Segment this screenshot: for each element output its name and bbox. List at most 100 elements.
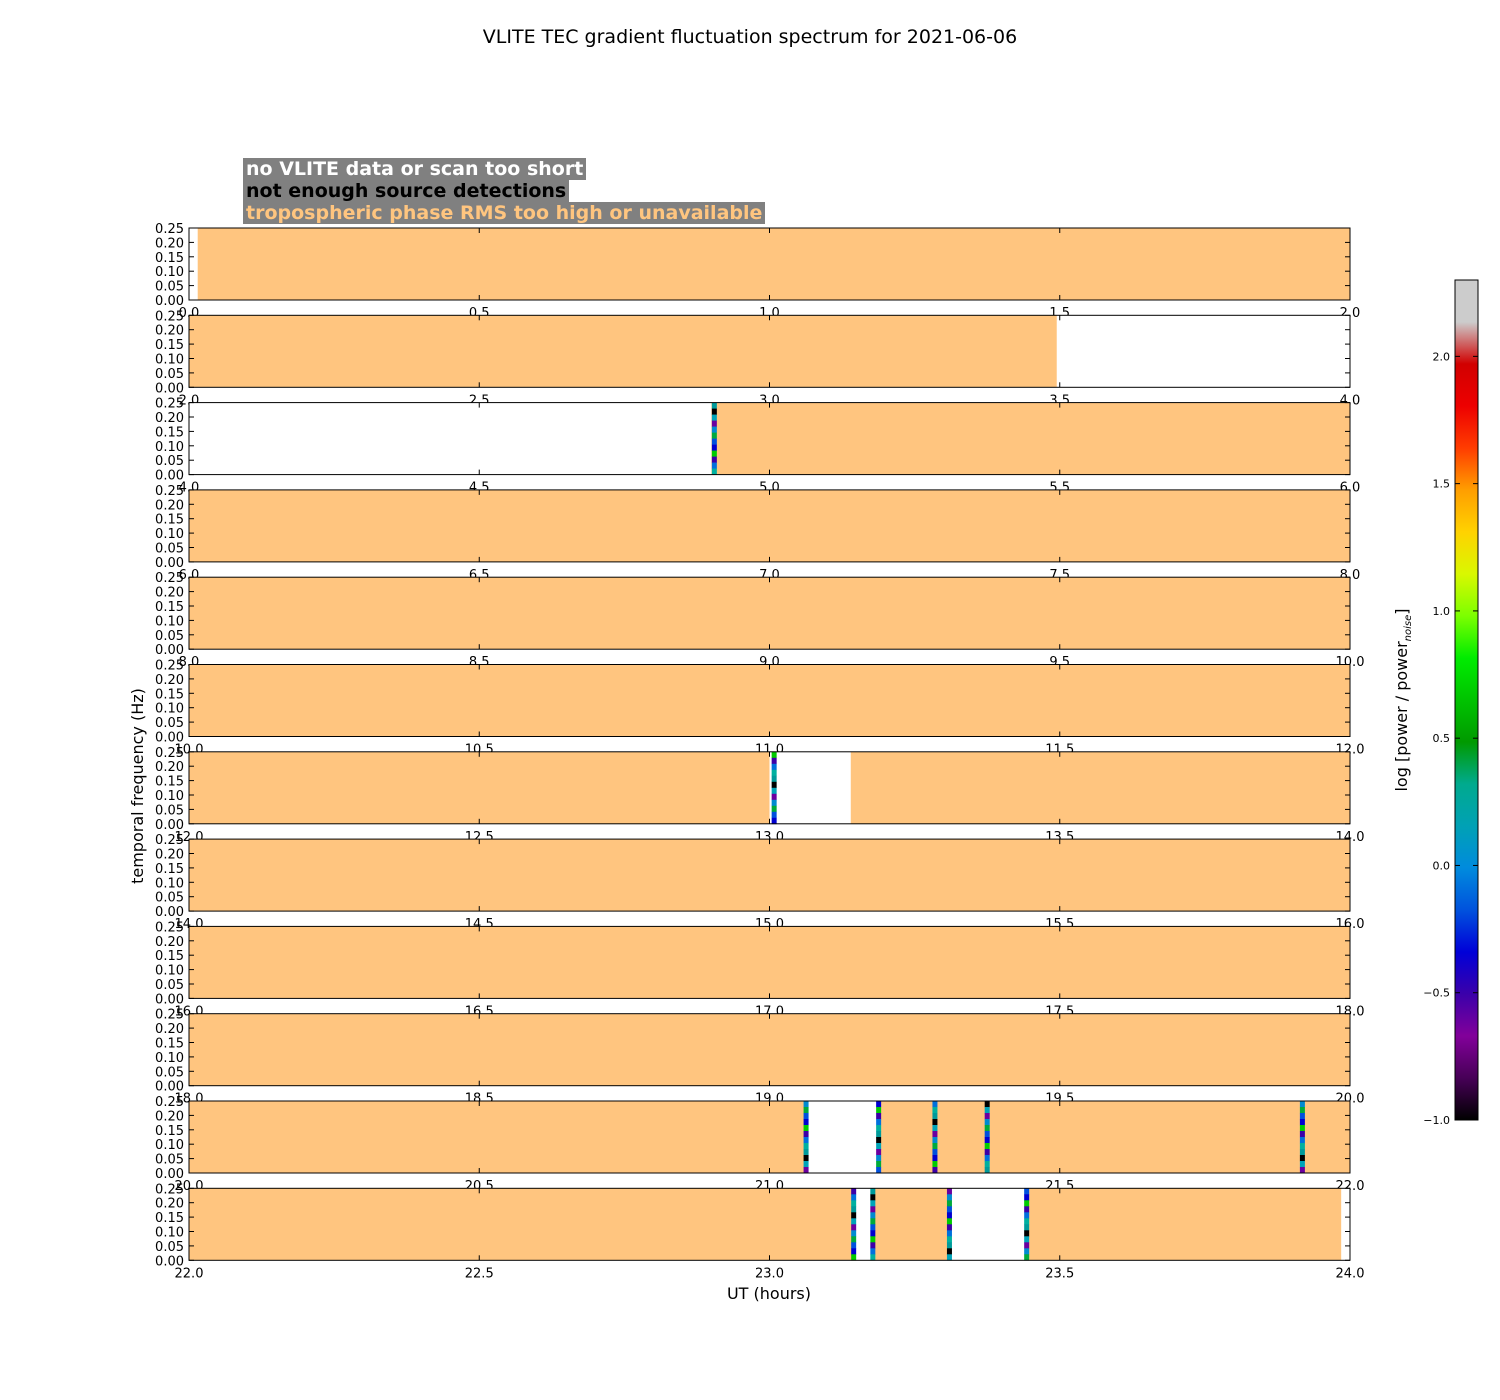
spectrum-cell: [932, 1113, 938, 1120]
y-tick-label: 0.00: [155, 643, 184, 658]
spectrum-cell: [711, 408, 717, 415]
spectrum-cell: [803, 1107, 809, 1114]
spectrum-column: [711, 402, 717, 475]
y-tick-label: 0.05: [155, 978, 184, 993]
y-tick-label: 0.00: [155, 294, 184, 309]
y-tick-label: 0.00: [155, 1080, 184, 1095]
segment-no_data: [952, 1188, 1025, 1261]
spectrum-cell: [1299, 1149, 1305, 1156]
y-tick-label: 0.05: [155, 629, 184, 644]
spectrum-cell: [946, 1236, 952, 1243]
colorbar-tick-label: 0.5: [1433, 732, 1451, 745]
spectrum-cell: [1299, 1113, 1305, 1120]
y-tick-label: 0.25: [155, 1008, 184, 1023]
spectrum-cell: [771, 775, 777, 783]
y-tick-label: 0.25: [155, 397, 184, 412]
spectrum-column: [851, 1188, 857, 1261]
spectrum-cell: [1299, 1143, 1305, 1150]
spectrum-column: [870, 1188, 876, 1261]
spectrum-cell: [851, 1218, 857, 1225]
spectrum-cell: [870, 1248, 876, 1255]
y-tick-label: 0.25: [155, 659, 184, 674]
spectrum-column: [803, 1101, 809, 1174]
segment-trop: [189, 839, 1350, 912]
spectrum-cell: [876, 1161, 882, 1168]
y-tick-label: 0.20: [155, 760, 184, 775]
spectrum-column: [946, 1188, 952, 1261]
spectrum-cell: [1024, 1242, 1030, 1249]
y-tick-label: 0.15: [155, 251, 184, 266]
spectrum-cell: [803, 1167, 809, 1174]
segment-no_data: [775, 751, 851, 824]
y-tick-label: 0.05: [155, 367, 184, 382]
spectrum-cell: [771, 817, 777, 825]
spectrum-cell: [711, 450, 717, 457]
panel-0: 0.000.050.100.150.200.250.0 0.5 1.0 1.5 2.0: [155, 222, 1360, 321]
spectrum-cell: [1024, 1188, 1030, 1195]
segment-trop: [189, 1101, 805, 1173]
spectrum-cell: [870, 1188, 876, 1195]
y-tick-label: 0.10: [155, 1226, 184, 1241]
spectrum-cell: [876, 1119, 882, 1126]
spectrum-cell: [1299, 1125, 1305, 1132]
spectrum-cell: [711, 402, 717, 409]
spectrum-cell: [870, 1224, 876, 1231]
spectrum-cell: [803, 1131, 809, 1138]
spectrum-cell: [803, 1101, 809, 1108]
y-tick-label: 0.25: [155, 920, 184, 935]
segment-no_data: [1341, 1188, 1350, 1261]
spectrum-cell: [711, 426, 717, 433]
y-tick-label: 0.05: [155, 716, 184, 731]
colorbar-tick-label: 1.0: [1433, 605, 1451, 618]
spectrum-cell: [771, 763, 777, 771]
colorbar-label-end: ]: [1392, 608, 1411, 614]
y-tick-label: 0.05: [155, 891, 184, 906]
spectrum-cell: [803, 1119, 809, 1126]
y-tick-label: 0.00: [155, 731, 184, 746]
spectrum-cell: [932, 1143, 938, 1150]
spectrum-cell: [851, 1200, 857, 1207]
spectrum-cell: [984, 1101, 990, 1108]
spectrum-cell: [932, 1161, 938, 1168]
spectrum-cell: [984, 1155, 990, 1162]
x-tick-label: 22.5: [465, 1266, 494, 1281]
colorbar-tick-label: 0.0: [1433, 859, 1451, 872]
spectrum-cell: [1024, 1212, 1030, 1219]
y-tick-label: 0.25: [155, 1182, 184, 1197]
spectrum-cell: [1299, 1131, 1305, 1138]
y-tick-label: 0.15: [155, 1037, 184, 1052]
spectrum-cell: [946, 1188, 952, 1195]
spectrum-cell: [870, 1194, 876, 1201]
spectrum-cell: [946, 1242, 952, 1249]
y-tick-label: 0.10: [155, 702, 184, 717]
spectrum-cell: [851, 1206, 857, 1213]
spectrum-cell: [711, 438, 717, 445]
spectrum-cell: [876, 1113, 882, 1120]
spectrum-cell: [851, 1188, 857, 1195]
spectrum-cell: [711, 420, 717, 427]
x-tick-label: 23.0: [755, 1266, 784, 1281]
legend-entry-no-detections: not enough source detections: [243, 180, 570, 202]
y-tick-label: 0.10: [155, 265, 184, 280]
spectrum-cell: [932, 1155, 938, 1162]
spectrum-cell: [1299, 1101, 1305, 1108]
spectrum-cell: [711, 432, 717, 439]
y-tick-label: 0.15: [155, 513, 184, 528]
y-tick-label: 0.05: [155, 803, 184, 818]
spectrum-column: [876, 1101, 882, 1174]
spectrum-cell: [984, 1113, 990, 1120]
segment-trop: [850, 751, 1350, 824]
spectrum-cell: [1299, 1119, 1305, 1126]
spectrum-cell: [771, 793, 777, 801]
y-tick-label: 0.25: [155, 1095, 184, 1110]
spectrum-cell: [711, 468, 717, 475]
spectrum-cell: [851, 1194, 857, 1201]
spectrum-cell: [771, 769, 777, 777]
y-tick-label: 0.00: [155, 469, 184, 484]
spectrum-cell: [803, 1149, 809, 1156]
y-tick-label: 0.00: [155, 992, 184, 1007]
spectrum-cell: [946, 1248, 952, 1255]
